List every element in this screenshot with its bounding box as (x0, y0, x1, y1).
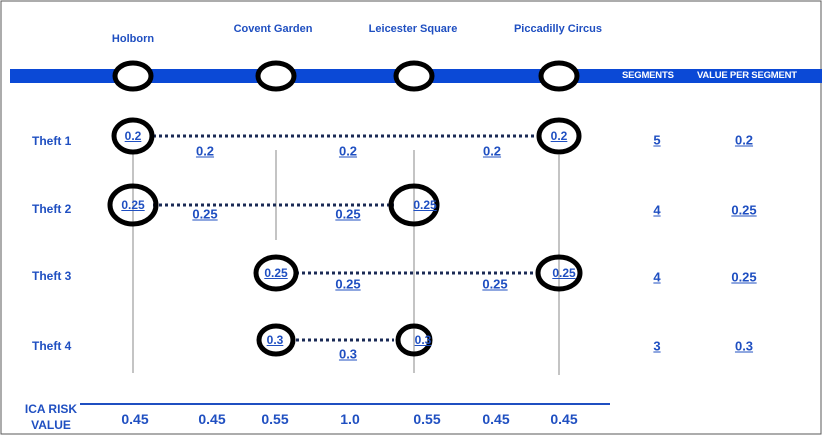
theft-4-end-value[interactable]: 0.3 (415, 333, 432, 347)
theft-1-segment-value-2[interactable]: 0.2 (339, 144, 357, 159)
theft-2-label: Theft 2 (32, 202, 71, 216)
theft-2-end-value[interactable]: 0.25 (413, 198, 436, 212)
segments-header: SEGMENTS (622, 70, 674, 81)
ica-risk-value-4: 1.0 (340, 411, 359, 427)
theft-1-label: Theft 1 (32, 134, 71, 148)
theft-4-segments[interactable]: 3 (653, 339, 660, 354)
theft-1-end-value[interactable]: 0.2 (551, 129, 568, 143)
theft-3-start-value[interactable]: 0.25 (264, 266, 287, 280)
ica-risk-value-2: 0.45 (198, 411, 225, 427)
theft-2-segment-value-1[interactable]: 0.25 (192, 207, 217, 222)
theft-3-value-per-segment[interactable]: 0.25 (731, 270, 756, 285)
station-marker-holborn (115, 63, 151, 89)
theft-1-start-value[interactable]: 0.2 (125, 129, 142, 143)
theft-2-segments[interactable]: 4 (653, 203, 660, 218)
theft-1-segments[interactable]: 5 (653, 133, 660, 148)
station-leicester-square: Leicester Square (358, 22, 468, 36)
value-per-segment-header: VALUE PER SEGMENT (697, 70, 797, 81)
theft-1-value-per-segment[interactable]: 0.2 (735, 133, 753, 148)
ica-risk-label: ICA RISK VALUE (12, 401, 90, 433)
theft-4-label: Theft 4 (32, 339, 71, 353)
station-marker-covent-garden (258, 63, 294, 89)
theft-2-segment-value-2[interactable]: 0.25 (335, 207, 360, 222)
ica-risk-value-7: 0.45 (550, 411, 577, 427)
theft-4-segment-value-1[interactable]: 0.3 (339, 347, 357, 362)
theft-1-segment-value-3[interactable]: 0.2 (483, 144, 501, 159)
theft-2-start-value[interactable]: 0.25 (121, 198, 144, 212)
ica-risk-value-1: 0.45 (121, 411, 148, 427)
station-marker-leicester-square (396, 63, 432, 89)
ica-risk-value-6: 0.45 (482, 411, 509, 427)
theft-1-segment-value-1[interactable]: 0.2 (196, 144, 214, 159)
ica-risk-value-5: 0.55 (413, 411, 440, 427)
theft-3-segment-value-1[interactable]: 0.25 (335, 277, 360, 292)
station-marker-piccadilly-circus (541, 63, 577, 89)
theft-2-value-per-segment[interactable]: 0.25 (731, 203, 756, 218)
station-piccadilly-circus: Piccadilly Circus (503, 22, 613, 36)
station-covent-garden: Covent Garden (218, 22, 328, 36)
ica-risk-value-3: 0.55 (261, 411, 288, 427)
theft-3-label: Theft 3 (32, 269, 71, 283)
theft-3-end-value[interactable]: 0.25 (552, 266, 575, 280)
theft-4-value-per-segment[interactable]: 0.3 (735, 339, 753, 354)
theft-4-start-value[interactable]: 0.3 (267, 333, 284, 347)
theft-3-segment-value-2[interactable]: 0.25 (482, 277, 507, 292)
theft-3-segments[interactable]: 4 (653, 270, 660, 285)
station-holborn: Holborn (78, 32, 188, 46)
